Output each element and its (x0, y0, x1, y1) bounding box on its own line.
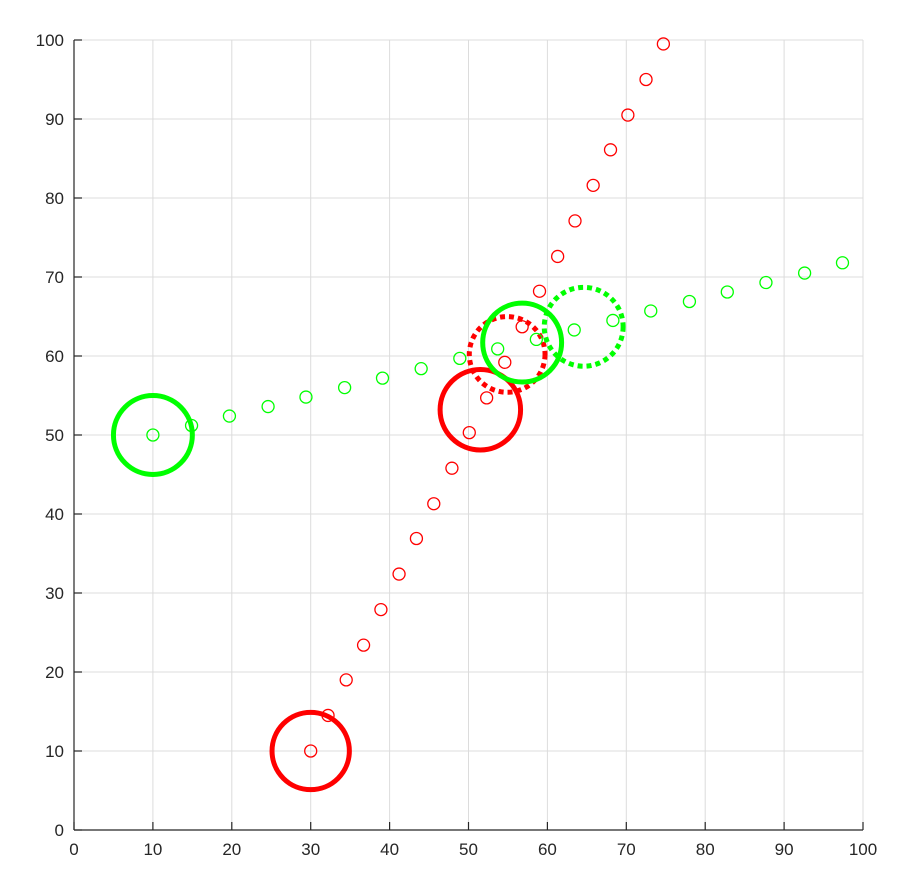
red-data-point-9 (445, 461, 459, 475)
x-tick-label: 50 (459, 840, 478, 859)
y-tick-label: 0 (55, 821, 64, 840)
green-solid-circle-5 (480, 300, 565, 385)
y-tick-label: 90 (45, 110, 64, 129)
x-tick-label: 20 (222, 840, 241, 859)
x-tick-label: 30 (301, 840, 320, 859)
green-data-point-15 (682, 294, 697, 309)
red-data-point-16 (568, 214, 582, 228)
x-tick-label: 70 (617, 840, 636, 859)
y-tick-label: 50 (45, 426, 64, 445)
green-solid-circle-4 (110, 393, 195, 477)
green-data-point-13 (606, 313, 620, 328)
green-data-point-5 (299, 390, 313, 404)
y-tick-label: 30 (45, 584, 64, 603)
y-tick-label: 40 (45, 505, 64, 524)
tick-labels: 0 10 20 30 40 50 60 70 80 90 100 0 10 20 30 40 50 60 70 80 9… (36, 31, 878, 859)
red-data-point-17 (586, 178, 600, 193)
x-tick-label: 40 (380, 840, 399, 859)
green-dotted-circle-6 (541, 284, 626, 369)
green-data-point-4 (261, 399, 275, 414)
x-tick-label: 100 (849, 840, 877, 859)
x-tick-label: 90 (775, 840, 794, 859)
green-data-point-12 (567, 323, 581, 337)
red-data-point-18 (603, 143, 618, 157)
y-tick-label: 100 (36, 31, 64, 50)
red-data-point-2 (321, 708, 335, 723)
red-dotted-circle-3 (466, 314, 548, 395)
large-circles (110, 284, 626, 793)
green-data-point-6 (337, 380, 352, 395)
green-data-point-19 (835, 256, 850, 270)
x-tick-label: 10 (143, 840, 162, 859)
x-tick-label: 80 (696, 840, 715, 859)
green-data-point-16 (720, 285, 734, 299)
red-data-point-5 (374, 602, 388, 617)
green-data-point-18 (797, 266, 812, 280)
red-data-point-4 (356, 638, 371, 652)
data-points (146, 37, 850, 758)
x-tick-label: 0 (69, 840, 78, 859)
green-data-point-1 (146, 428, 160, 442)
red-data-point-11 (479, 391, 494, 405)
red-data-point-12 (498, 355, 512, 369)
y-tick-label: 20 (45, 663, 64, 682)
red-data-point-8 (427, 497, 441, 511)
green-data-point-2 (184, 418, 199, 433)
y-tick-label: 10 (45, 742, 64, 761)
red-data-point-14 (532, 284, 547, 298)
green-data-point-14 (644, 304, 658, 318)
red-data-point-7 (409, 531, 424, 546)
green-data-point-11 (529, 332, 544, 347)
red-data-point-20 (639, 72, 653, 87)
y-tick-label: 80 (45, 189, 64, 208)
red-data-point-3 (339, 673, 353, 687)
red-solid-circle-2 (437, 366, 524, 453)
x-tick-label: 60 (538, 840, 557, 859)
red-data-point-13 (515, 320, 529, 334)
axes (73, 39, 864, 831)
y-tick-label: 70 (45, 268, 64, 287)
red-data-point-19 (621, 108, 635, 122)
red-data-point-6 (392, 567, 406, 581)
red-data-point-21 (656, 37, 671, 51)
red-solid-circle-1 (269, 709, 352, 793)
green-data-point-10 (491, 342, 505, 356)
green-data-point-9 (453, 351, 467, 366)
green-data-point-17 (759, 275, 773, 290)
red-data-point-15 (551, 249, 565, 264)
y-tick-label: 60 (45, 347, 64, 366)
green-data-point-8 (414, 361, 428, 376)
green-data-point-3 (222, 409, 237, 423)
green-data-point-7 (375, 371, 390, 385)
red-data-point-1 (304, 744, 318, 758)
red-data-point-10 (462, 425, 476, 440)
